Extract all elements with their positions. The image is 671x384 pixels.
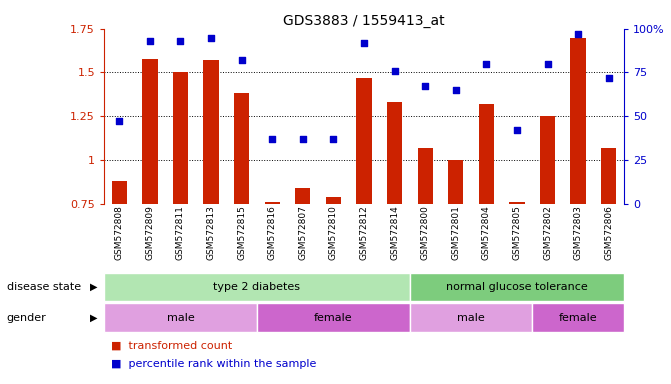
Text: GSM572811: GSM572811 <box>176 205 185 260</box>
Text: type 2 diabetes: type 2 diabetes <box>213 282 301 292</box>
Point <box>481 61 492 67</box>
Text: female: female <box>559 313 597 323</box>
Point <box>573 31 584 37</box>
Bar <box>142 58 158 204</box>
Text: GSM572805: GSM572805 <box>513 205 521 260</box>
Bar <box>509 202 525 204</box>
Bar <box>532 303 624 332</box>
Point <box>542 61 553 67</box>
Bar <box>234 93 250 204</box>
Text: normal glucose tolerance: normal glucose tolerance <box>446 282 588 292</box>
Point <box>144 38 155 44</box>
Text: GSM572804: GSM572804 <box>482 205 491 260</box>
Point <box>114 118 125 124</box>
Text: GSM572807: GSM572807 <box>299 205 307 260</box>
Bar <box>478 104 494 204</box>
Text: GSM572808: GSM572808 <box>115 205 124 260</box>
Text: GSM572802: GSM572802 <box>543 205 552 260</box>
Text: ▶: ▶ <box>90 313 97 323</box>
Point <box>511 127 522 133</box>
Point <box>389 68 400 74</box>
Bar <box>326 197 341 204</box>
Text: male: male <box>166 313 195 323</box>
Bar <box>104 273 410 301</box>
Text: ■  percentile rank within the sample: ■ percentile rank within the sample <box>111 359 316 369</box>
Bar <box>417 147 433 204</box>
Text: GSM572803: GSM572803 <box>574 205 582 260</box>
Text: GSM572813: GSM572813 <box>207 205 215 260</box>
Point <box>297 136 308 142</box>
Bar <box>601 147 617 204</box>
Bar <box>203 60 219 204</box>
Bar <box>540 116 555 204</box>
Text: GSM572809: GSM572809 <box>146 205 154 260</box>
Text: GSM572814: GSM572814 <box>390 205 399 260</box>
Text: GSM572815: GSM572815 <box>237 205 246 260</box>
Bar <box>410 273 624 301</box>
Bar <box>448 160 464 204</box>
Point <box>267 136 278 142</box>
Text: GSM572810: GSM572810 <box>329 205 338 260</box>
Text: gender: gender <box>7 313 46 323</box>
Bar <box>295 188 311 204</box>
Bar <box>257 303 410 332</box>
Point <box>450 87 461 93</box>
Point <box>603 74 614 81</box>
Text: GSM572806: GSM572806 <box>604 205 613 260</box>
Text: GSM572800: GSM572800 <box>421 205 429 260</box>
Text: disease state: disease state <box>7 282 81 292</box>
Bar <box>570 38 586 204</box>
Text: female: female <box>314 313 353 323</box>
Text: GSM572816: GSM572816 <box>268 205 276 260</box>
Bar <box>173 73 188 204</box>
Point <box>236 57 247 63</box>
Point <box>206 35 217 41</box>
Bar <box>356 78 372 204</box>
Bar <box>410 303 532 332</box>
Point <box>358 40 369 46</box>
Bar <box>264 202 280 204</box>
Text: ■  transformed count: ■ transformed count <box>111 341 232 351</box>
Point <box>420 83 431 89</box>
Text: GSM572801: GSM572801 <box>452 205 460 260</box>
Bar <box>387 102 402 204</box>
Bar <box>104 303 257 332</box>
Title: GDS3883 / 1559413_at: GDS3883 / 1559413_at <box>283 14 445 28</box>
Text: male: male <box>457 313 485 323</box>
Point <box>328 136 339 142</box>
Bar <box>111 181 127 204</box>
Text: ▶: ▶ <box>90 282 97 292</box>
Point <box>175 38 186 44</box>
Text: GSM572812: GSM572812 <box>360 205 368 260</box>
